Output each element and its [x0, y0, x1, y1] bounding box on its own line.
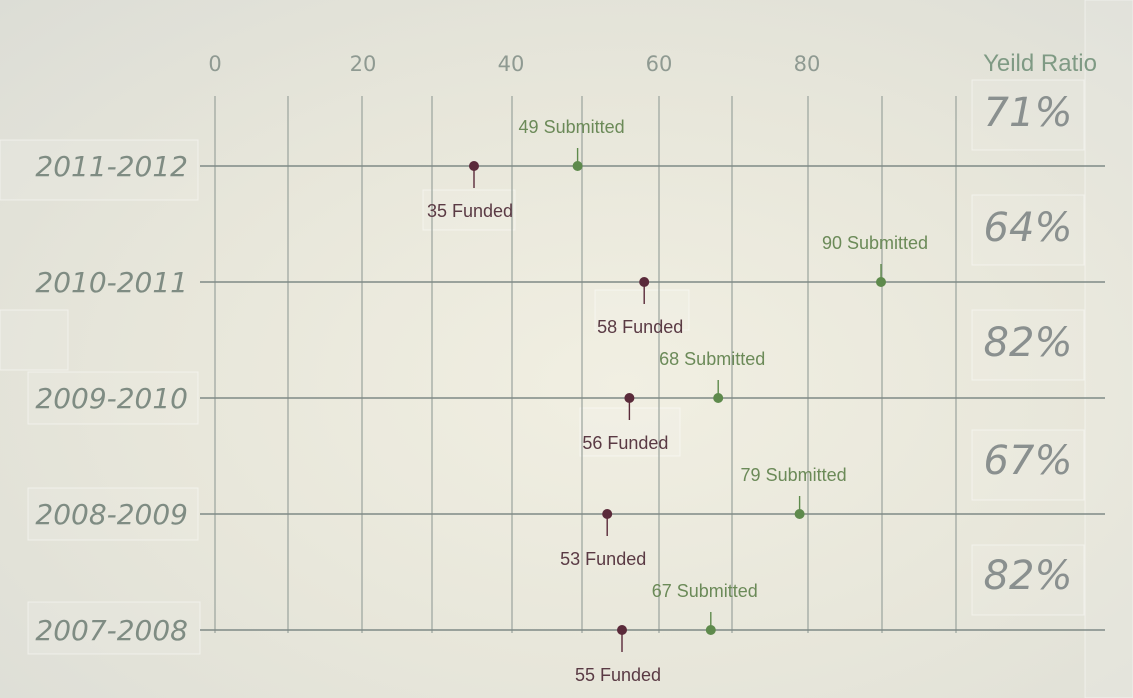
row-label-2008-2009: 2008-2009: [35, 498, 188, 531]
yield-ratio-3: 67%: [984, 438, 1073, 484]
submitted-point-1: [876, 277, 886, 287]
x-tick-label-3: 60: [646, 52, 673, 76]
funded-label-3: 53 Funded: [560, 549, 646, 569]
yield-ratio-4: 82%: [984, 553, 1073, 599]
x-axis-ticks: 0 20 40 60 80: [208, 52, 820, 76]
decor-box-9: [971, 544, 1085, 616]
funded-label-2: 56 Funded: [582, 433, 668, 453]
decor-box-8: [971, 429, 1085, 501]
yield-ratio-1: 64%: [984, 205, 1073, 251]
submitted-label-1: 90 Submitted: [822, 233, 928, 253]
decor-box-0: [0, 139, 199, 201]
submitted-point-0: [572, 161, 583, 171]
x-tick-label-1: 20: [350, 52, 377, 76]
yield-ratio-labels: 71% 64% 82% 67% 82%: [984, 90, 1073, 599]
submitted-label-2: 68 Submitted: [659, 349, 765, 369]
submitted-point-3: [794, 509, 805, 519]
row-label-2011-2012: 2011-2012: [35, 150, 188, 183]
submitted-label-4: 67 Submitted: [652, 581, 758, 601]
grid: [200, 96, 1105, 633]
decor-box-7: [971, 309, 1085, 381]
x-tick-label-2: 40: [498, 52, 525, 76]
funded-point-0: [469, 161, 479, 171]
yield-ratio-header: Yeild Ratio: [983, 50, 1097, 77]
funded-point-4: [617, 625, 627, 635]
decor-box-11: [594, 289, 690, 331]
decor-box-5: [971, 79, 1085, 151]
row-labels: 2011-2012 2010-2011 2009-2010 2008-2009 2007…: [35, 150, 188, 647]
submitted-point-4: [705, 625, 716, 635]
decor-box-3: [27, 487, 199, 541]
funded-point-1: [639, 277, 650, 287]
submitted-label-0: 49 Submitted: [519, 117, 625, 137]
decor-box-13: [1084, 0, 1133, 698]
decor-box-2: [27, 371, 199, 425]
row-label-2007-2008: 2007-2008: [35, 614, 188, 647]
funded-label-0: 35 Funded: [427, 201, 513, 221]
funded-point-2: [624, 393, 635, 403]
yield-ratio-0: 71%: [984, 90, 1073, 136]
decor-box-10: [422, 189, 516, 231]
row-label-2010-2011: 2010-2011: [35, 266, 188, 299]
x-tick-label-0: 0: [208, 52, 221, 76]
funded-point-3: [602, 509, 613, 519]
row-label-2009-2010: 2009-2010: [35, 382, 188, 415]
submitted-point-2: [713, 393, 724, 403]
decor-box-4: [27, 601, 201, 655]
yield-ratio-2: 82%: [984, 320, 1073, 366]
submitted-label-3: 79 Submitted: [741, 465, 847, 485]
decor-box-6: [971, 194, 1085, 266]
data-points: 49 Submitted 35 Funded 90 Submitted 58 Fund…: [427, 117, 928, 685]
x-tick-label-4: 80: [794, 52, 821, 76]
funded-label-1: 58 Funded: [597, 317, 683, 337]
decor-box-1: [0, 309, 69, 371]
funded-label-4: 55 Funded: [575, 665, 661, 685]
